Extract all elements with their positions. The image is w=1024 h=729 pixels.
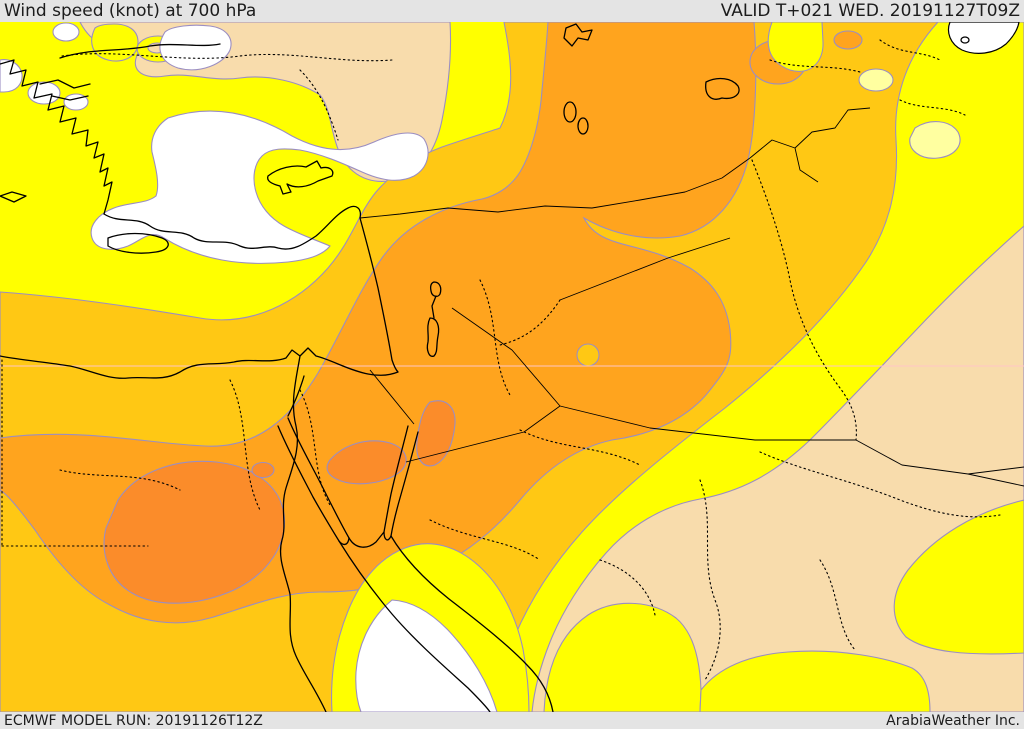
redsea-west-shore — [338, 540, 491, 712]
fill-paleyellow-2 — [909, 121, 961, 159]
fill-yellow-right-tongue — [893, 499, 1024, 655]
brand-label: ArabiaWeather Inc. — [886, 712, 1020, 729]
fill-darkorange-small — [251, 461, 275, 479]
fill-darkorange-sinai — [326, 440, 407, 485]
coastlines — [0, 23, 970, 712]
marmara-coast — [39, 43, 221, 101]
fill-yellow-swsaudi — [543, 602, 702, 712]
aegean-coast — [0, 59, 113, 215]
lake-beysehir — [577, 117, 589, 135]
country-borders-dotted — [1, 39, 1001, 681]
fill-yellow-ne-patch — [767, 22, 824, 72]
fill-white-turkey-med — [90, 110, 429, 264]
fill-darkorange-jordan — [416, 400, 456, 467]
rhodes-island — [107, 232, 169, 254]
nile-river — [279, 355, 327, 712]
footer-bar: ECMWF MODEL RUN: 20191126T12Z ArabiaWeat… — [0, 712, 1024, 729]
fill-paleyellow-1 — [858, 68, 894, 92]
fill-yellow-bottomstrip — [699, 650, 931, 712]
header-bar: Wind speed (knot) at 700 hPa VALID T+021… — [0, 0, 1024, 22]
wind-map — [0, 22, 1024, 712]
lake-tuz — [563, 23, 593, 47]
fill-white-nw3 — [52, 22, 80, 42]
fill-white-nw4 — [63, 93, 89, 111]
crete-island — [0, 191, 27, 203]
fill-white-redsea — [355, 599, 498, 712]
gulf-of-aqaba — [383, 425, 419, 537]
country-borders-solid — [359, 107, 1024, 487]
dead-sea — [426, 317, 440, 357]
anatolia-levant-africa-coast — [0, 205, 399, 379]
fill-white-nw2 — [27, 81, 61, 105]
wind-map-canvas — [0, 22, 1024, 712]
redsea-east-shore — [390, 535, 554, 712]
lake-van — [705, 77, 740, 100]
fill-gold-donut-hole — [576, 343, 600, 367]
lake-egirdir — [563, 101, 577, 123]
fill-darkorange-egypt — [103, 460, 286, 604]
fill-yellow-hole-tan1 — [91, 23, 139, 62]
sinai-south-tip — [348, 531, 392, 548]
wind-contour-fills — [0, 22, 1024, 712]
fill-orange-ne-small — [833, 30, 863, 50]
fill-white-caspian — [947, 22, 1020, 54]
valid-time-label: VALID T+021 WED. 20191127T09Z — [720, 0, 1020, 21]
cyprus-island — [266, 160, 334, 195]
model-run-label: ECMWF MODEL RUN: 20191126T12Z — [4, 712, 263, 729]
map-title: Wind speed (knot) at 700 hPa — [4, 0, 257, 21]
caspian-islet — [960, 36, 970, 44]
sea-of-galilee — [429, 281, 442, 319]
